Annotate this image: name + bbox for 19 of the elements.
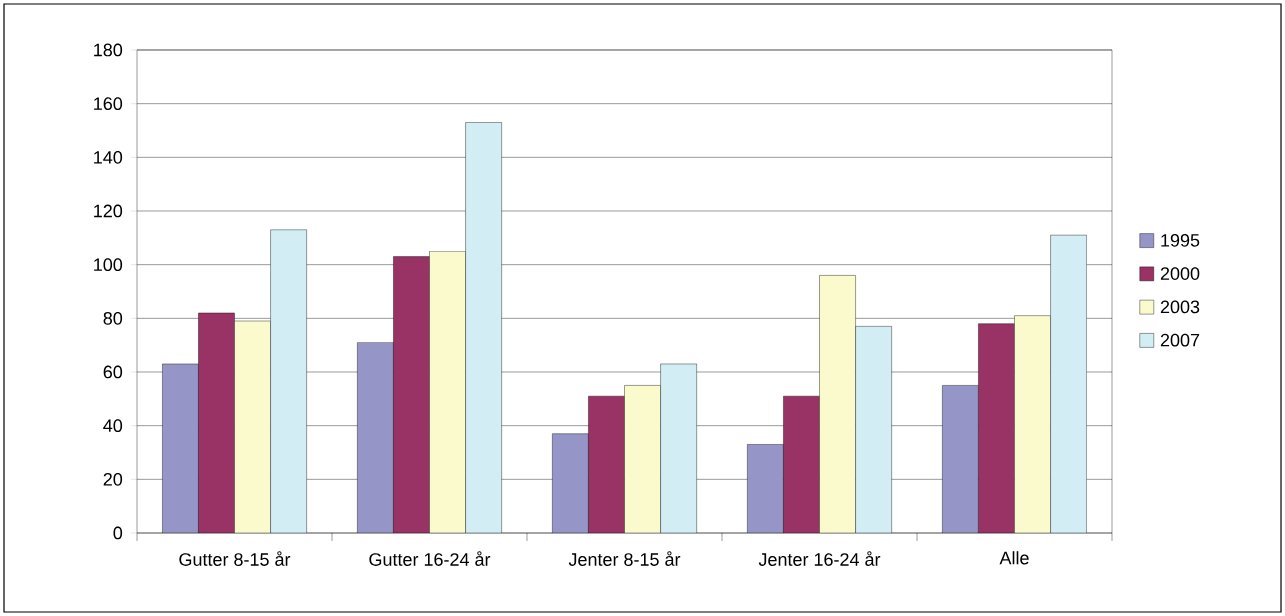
y-tick-label: 120 [94, 204, 123, 218]
y-tick-label: 0 [113, 526, 123, 540]
y-tick-label: 40 [103, 419, 123, 433]
y-tick-label: 60 [103, 365, 123, 379]
x-tick-label: Gutter 16-24 år [369, 551, 491, 566]
y-tick-label: 20 [103, 472, 123, 486]
y-tick-label: 80 [103, 311, 123, 325]
y-tick-label: 180 [94, 43, 123, 57]
x-tick-label: Alle [999, 551, 1029, 565]
x-tick-label: Jenter 8-15 år [568, 551, 681, 566]
y-tick-label: 160 [94, 97, 123, 111]
x-tick-label: Jenter 16-24 år [758, 551, 881, 566]
legend-label: 2000 [1160, 267, 1200, 280]
legend-label: 1995 [1161, 233, 1200, 247]
y-tick-label: 100 [94, 258, 123, 272]
legend-label: 2007 [1160, 333, 1200, 347]
y-tick-label: 140 [94, 150, 123, 164]
legend-label: 2003 [1160, 300, 1200, 314]
x-tick-label: Gutter 8-15 år [179, 551, 291, 566]
